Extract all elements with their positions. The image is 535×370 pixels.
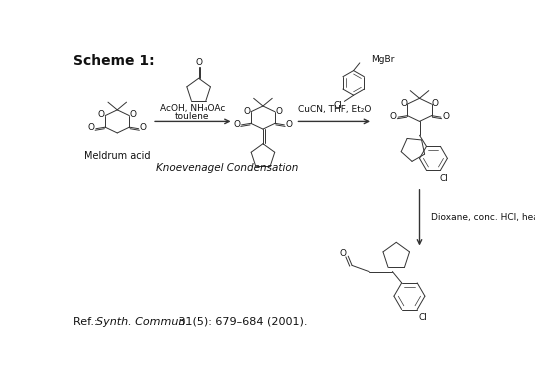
- Text: O: O: [400, 99, 407, 108]
- Text: O: O: [196, 58, 203, 67]
- Text: AcOH, NH₄OAc: AcOH, NH₄OAc: [160, 104, 225, 113]
- Text: Dioxane, conc. HCl, heat: Dioxane, conc. HCl, heat: [431, 213, 535, 222]
- Text: Knoevenagel Condensation: Knoevenagel Condensation: [156, 162, 299, 172]
- Text: O: O: [140, 124, 147, 132]
- Text: O: O: [432, 99, 439, 108]
- Text: Cl: Cl: [440, 174, 448, 183]
- Text: 31(5): 679–684 (2001).: 31(5): 679–684 (2001).: [175, 317, 308, 327]
- Text: O: O: [339, 249, 346, 258]
- Text: MgBr: MgBr: [371, 54, 394, 64]
- Text: O: O: [98, 110, 105, 120]
- Text: O: O: [276, 107, 282, 115]
- Text: O: O: [129, 110, 137, 120]
- Text: CuCN, THF, Et₂O: CuCN, THF, Et₂O: [297, 105, 371, 114]
- Text: O: O: [390, 112, 397, 121]
- Text: Scheme 1:: Scheme 1:: [73, 54, 155, 68]
- Text: Meldrum acid: Meldrum acid: [84, 151, 150, 161]
- Text: O: O: [88, 124, 95, 132]
- Text: O: O: [442, 112, 449, 121]
- Text: O: O: [233, 120, 240, 129]
- Text: Cl: Cl: [334, 101, 342, 110]
- Text: O: O: [243, 107, 250, 115]
- Text: O: O: [286, 120, 293, 129]
- Text: Ref.:: Ref.:: [73, 317, 105, 327]
- Text: toulene: toulene: [175, 111, 210, 121]
- Text: Cl: Cl: [419, 313, 427, 322]
- Text: Synth. Commun.: Synth. Commun.: [96, 317, 189, 327]
